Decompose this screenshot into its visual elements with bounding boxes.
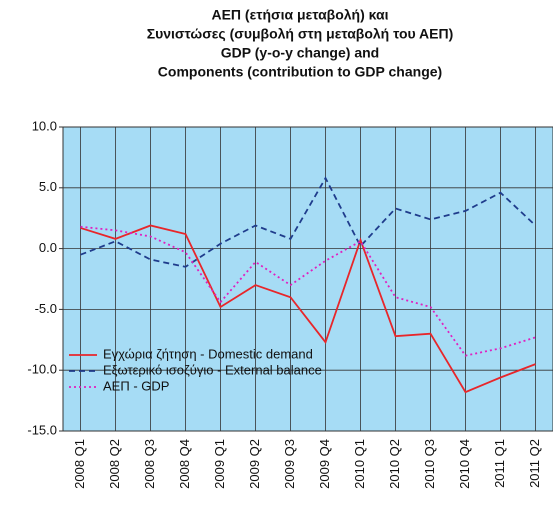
y-tick-label: -15.0 (27, 422, 57, 437)
x-tick-label: 2010 Q4 (457, 439, 472, 489)
x-tick-label: 2010 Q3 (422, 439, 437, 489)
series-line (80, 176, 537, 268)
x-tick-label: 2008 Q2 (107, 439, 122, 489)
x-tick-label: 2011 Q1 (492, 439, 507, 488)
x-tick-label: 2009 Q2 (247, 439, 262, 489)
legend-label: Εγχώρια ζήτηση - Domestic demand (103, 346, 313, 361)
x-tick-label: 2008 Q4 (177, 439, 192, 489)
legend-label: Εξωτερικό ισοζύγιο - External balance (103, 362, 322, 377)
chart-title: GDP (y-o-y change) and (221, 45, 379, 61)
plot-area (62, 126, 553, 432)
y-tick-label: 0.0 (39, 240, 57, 255)
series-line (80, 225, 536, 357)
x-tick-label: 2009 Q4 (317, 439, 332, 489)
x-tick-label: 2009 Q3 (282, 439, 297, 489)
y-tick-label: -10.0 (27, 362, 57, 377)
y-tick-label: -5.0 (35, 301, 57, 316)
y-tick-label: 5.0 (39, 179, 57, 194)
chart-title: Συνιστώσες (συμβολή στη μεταβολή του ΑΕΠ… (147, 26, 454, 42)
x-tick-label: 2008 Q3 (142, 439, 157, 489)
x-tick-label: 2010 Q2 (387, 439, 402, 489)
y-tick-label: 10.0 (32, 118, 57, 133)
series-line (80, 224, 536, 394)
x-tick-label: 2010 Q1 (352, 439, 367, 489)
chart-title: Components (contribution to GDP change) (158, 64, 442, 80)
legend-label: ΑΕΠ - GDP (103, 378, 169, 393)
x-tick-label: 2008 Q1 (72, 439, 87, 489)
chart-title: ΑΕΠ (ετήσια μεταβολή) και (211, 7, 388, 23)
x-tick-label: 2009 Q1 (212, 439, 227, 489)
x-tick-label: 2011 Q2 (527, 439, 542, 488)
